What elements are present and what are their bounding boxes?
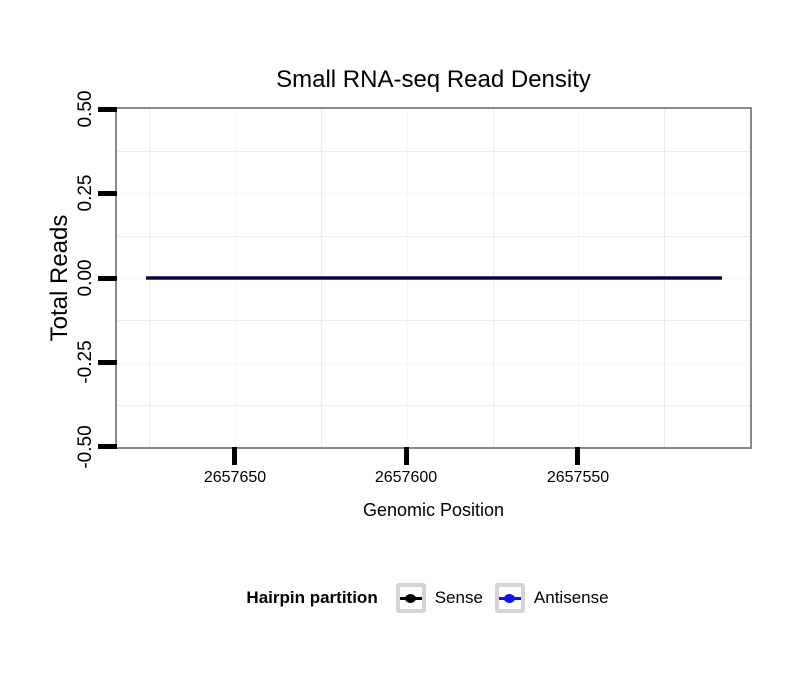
y-tick-mark	[98, 444, 117, 449]
legend-label-sense: Sense	[434, 588, 483, 607]
x-axis-title: Genomic Position	[362, 500, 505, 520]
y-tick-mark	[98, 107, 117, 112]
y-axis-title: Total Reads	[46, 214, 73, 342]
legend: Hairpin partition Sense Antisense	[117, 580, 750, 616]
x-tick-mark	[232, 447, 237, 465]
x-tick-mark	[404, 447, 409, 465]
y-tick-mark	[98, 360, 117, 365]
x-tick-label: 2657650	[203, 469, 267, 486]
legend-key-antisense	[494, 583, 525, 613]
x-tick-label: 2657600	[374, 469, 438, 486]
legend-key-sense	[395, 583, 426, 613]
y-tick-mark	[98, 276, 117, 281]
sense-point-icon	[405, 593, 417, 603]
plot-panel	[115, 107, 752, 449]
gridline-minor-h	[117, 405, 750, 406]
gridline-major-h	[117, 363, 750, 364]
gridline-minor-h	[117, 320, 750, 321]
legend-title: Hairpin partition	[246, 588, 378, 607]
gridline-minor-h	[117, 151, 750, 152]
read-density-line	[146, 276, 722, 280]
chart-title: Small RNA-seq Read Density	[276, 66, 591, 93]
gridline-major-h	[117, 193, 750, 194]
legend-label-antisense: Antisense	[533, 588, 609, 607]
gridline-minor-h	[117, 236, 750, 237]
x-tick-label: 2657550	[546, 469, 610, 486]
y-tick-label: -0.50	[75, 425, 96, 469]
x-tick-mark	[575, 447, 580, 465]
antisense-point-icon	[504, 593, 516, 603]
y-tick-mark	[98, 191, 117, 196]
